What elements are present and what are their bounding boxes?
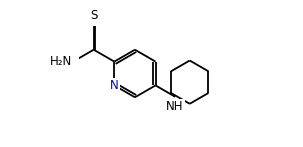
Text: H₂N: H₂N	[49, 55, 72, 68]
Text: N: N	[110, 79, 119, 92]
Text: N: N	[110, 79, 119, 92]
Text: S: S	[90, 9, 97, 22]
Text: H₂N: H₂N	[49, 55, 72, 68]
Text: NH: NH	[166, 100, 184, 113]
Text: S: S	[90, 9, 97, 22]
Text: NH: NH	[166, 100, 184, 113]
